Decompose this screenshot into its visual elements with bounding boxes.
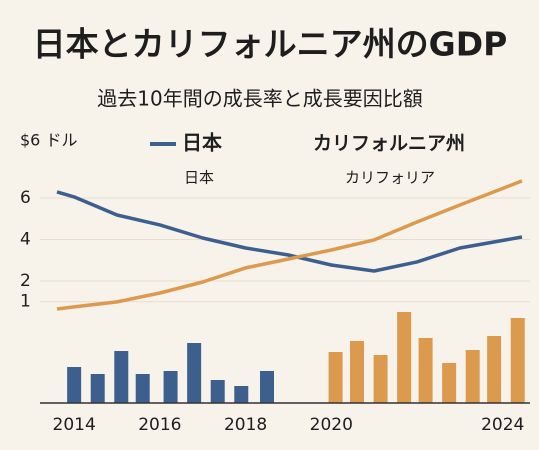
bar bbox=[210, 380, 225, 403]
x-tick-label: 2016 bbox=[138, 415, 181, 435]
bar bbox=[442, 363, 457, 403]
chart-subtitle: 過去10年間の成長率と成長要因比額 bbox=[97, 87, 422, 111]
bar bbox=[397, 312, 412, 403]
bar bbox=[328, 352, 343, 403]
y-tick-label: 2 bbox=[20, 271, 31, 291]
x-tick-label: 2018 bbox=[224, 415, 267, 435]
bar bbox=[350, 341, 364, 403]
chart-title: 日本とカリフォルニア州のGDP bbox=[33, 25, 508, 64]
bar bbox=[67, 367, 82, 403]
bar bbox=[418, 338, 433, 403]
bar bbox=[487, 336, 502, 403]
legend-label: 日本 bbox=[182, 131, 222, 155]
y-tick-label: 4 bbox=[20, 229, 31, 249]
bar bbox=[260, 371, 274, 403]
bar bbox=[114, 351, 129, 403]
series-line bbox=[56, 190, 523, 273]
legend-label: カリフォルニア州 bbox=[313, 133, 465, 155]
bar bbox=[465, 350, 480, 403]
legend-sublabel: カリフォリア bbox=[345, 169, 435, 187]
bar bbox=[510, 318, 525, 403]
y-tick-label: 6 bbox=[20, 188, 31, 208]
bar bbox=[373, 355, 388, 403]
bar bbox=[163, 371, 178, 403]
x-tick-label: 2014 bbox=[53, 415, 96, 435]
bar bbox=[187, 343, 202, 403]
x-tick-label: 2020 bbox=[310, 415, 353, 435]
bar bbox=[135, 374, 150, 403]
legend-sublabel: 日本 bbox=[184, 169, 214, 187]
bar bbox=[90, 374, 105, 403]
x-tick-label: 2024 bbox=[481, 415, 524, 435]
bar bbox=[234, 386, 249, 403]
y-tick-label: 1 bbox=[20, 292, 31, 312]
y-axis-label: $6 ドル bbox=[20, 131, 77, 150]
series-line bbox=[56, 179, 523, 311]
